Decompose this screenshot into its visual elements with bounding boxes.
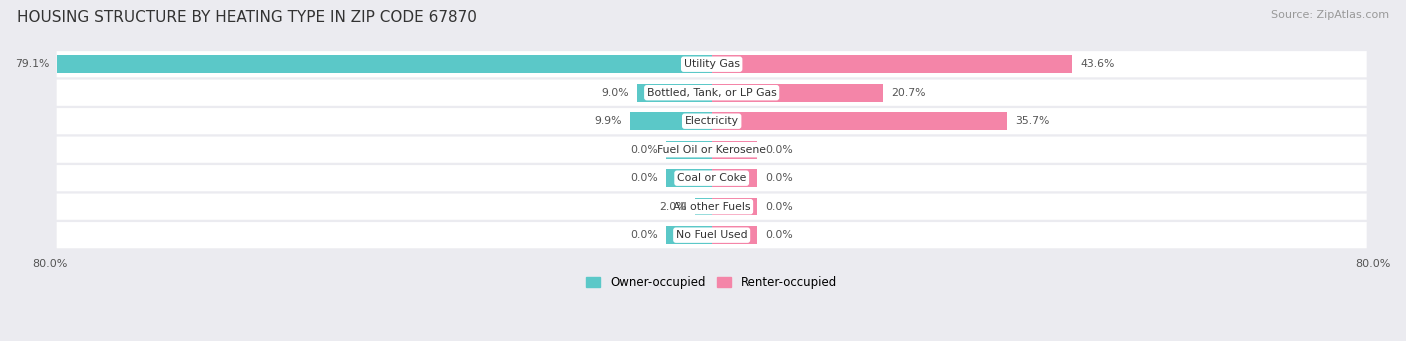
Bar: [637, 84, 711, 102]
Text: 9.0%: 9.0%: [602, 88, 628, 98]
FancyBboxPatch shape: [51, 221, 1374, 249]
FancyBboxPatch shape: [56, 137, 1367, 163]
FancyBboxPatch shape: [51, 164, 1374, 192]
Text: 0.0%: 0.0%: [630, 230, 658, 240]
Bar: [711, 55, 1073, 73]
Text: 0.0%: 0.0%: [765, 202, 793, 212]
FancyBboxPatch shape: [56, 51, 1367, 77]
FancyBboxPatch shape: [56, 79, 1367, 106]
Text: HOUSING STRUCTURE BY HEATING TYPE IN ZIP CODE 67870: HOUSING STRUCTURE BY HEATING TYPE IN ZIP…: [17, 10, 477, 25]
FancyBboxPatch shape: [51, 135, 1374, 164]
Text: Coal or Coke: Coal or Coke: [678, 173, 747, 183]
Text: 0.0%: 0.0%: [765, 173, 793, 183]
Bar: [630, 113, 711, 130]
Text: Utility Gas: Utility Gas: [683, 59, 740, 69]
Text: All other Fuels: All other Fuels: [673, 202, 751, 212]
Text: 9.9%: 9.9%: [595, 116, 621, 126]
FancyBboxPatch shape: [51, 78, 1374, 107]
Bar: [711, 141, 758, 159]
FancyBboxPatch shape: [51, 192, 1374, 221]
Text: 0.0%: 0.0%: [630, 145, 658, 155]
Bar: [58, 55, 711, 73]
Text: 0.0%: 0.0%: [765, 230, 793, 240]
FancyBboxPatch shape: [56, 194, 1367, 220]
Bar: [695, 198, 711, 216]
Text: Bottled, Tank, or LP Gas: Bottled, Tank, or LP Gas: [647, 88, 776, 98]
Text: Fuel Oil or Kerosene: Fuel Oil or Kerosene: [657, 145, 766, 155]
FancyBboxPatch shape: [56, 165, 1367, 191]
Text: No Fuel Used: No Fuel Used: [676, 230, 748, 240]
Bar: [711, 169, 758, 187]
Bar: [666, 141, 711, 159]
Text: 20.7%: 20.7%: [891, 88, 925, 98]
FancyBboxPatch shape: [51, 107, 1374, 135]
Bar: [711, 84, 883, 102]
Text: Source: ZipAtlas.com: Source: ZipAtlas.com: [1271, 10, 1389, 20]
Text: 35.7%: 35.7%: [1015, 116, 1050, 126]
Text: 43.6%: 43.6%: [1081, 59, 1115, 69]
Bar: [666, 169, 711, 187]
Bar: [711, 113, 1007, 130]
Text: 0.0%: 0.0%: [630, 173, 658, 183]
FancyBboxPatch shape: [56, 222, 1367, 248]
Legend: Owner-occupied, Renter-occupied: Owner-occupied, Renter-occupied: [582, 271, 842, 294]
Text: 79.1%: 79.1%: [15, 59, 49, 69]
FancyBboxPatch shape: [51, 50, 1374, 78]
Bar: [666, 226, 711, 244]
Text: 2.0%: 2.0%: [659, 202, 688, 212]
FancyBboxPatch shape: [56, 108, 1367, 134]
Text: Electricity: Electricity: [685, 116, 738, 126]
Text: 0.0%: 0.0%: [765, 145, 793, 155]
Bar: [711, 198, 758, 216]
Bar: [711, 226, 758, 244]
